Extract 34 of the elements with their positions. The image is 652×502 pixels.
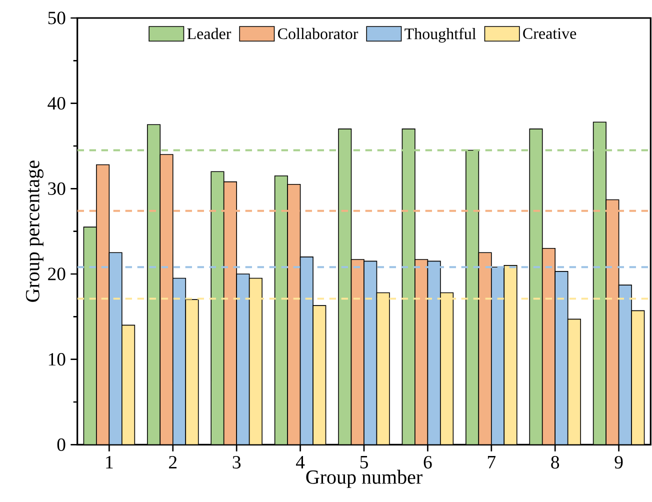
legend-label: Creative — [523, 28, 576, 39]
bar — [210, 171, 224, 445]
x-tick-label: 9 — [614, 456, 623, 469]
y-tick-label: 30 — [48, 182, 66, 195]
legend-label: Leader — [187, 28, 232, 40]
bar — [83, 226, 97, 445]
x-tick-label: 7 — [488, 456, 496, 468]
x-tick-label: 2 — [169, 456, 177, 468]
bar — [478, 252, 492, 445]
x-tick-label: 8 — [551, 456, 560, 469]
bar — [554, 271, 568, 445]
bar — [236, 274, 250, 445]
y-tick-label: 50 — [48, 12, 66, 24]
y-tick-label: 20 — [48, 268, 66, 280]
bar — [618, 284, 632, 445]
bar — [414, 259, 428, 445]
bar — [122, 324, 136, 445]
bar — [350, 259, 364, 445]
y-axis-title: Group percentage — [26, 160, 44, 302]
x-tick-label: 3 — [232, 456, 241, 469]
bar — [274, 175, 288, 445]
y-tick-label: 10 — [48, 353, 66, 366]
legend-label: Thoughtful — [404, 28, 476, 43]
bar — [312, 305, 326, 445]
legend-label: Collaborator — [278, 28, 358, 40]
bar — [631, 310, 645, 445]
x-tick-label: 4 — [296, 456, 305, 468]
x-tick-label: 1 — [106, 456, 113, 468]
x-tick-label: 6 — [424, 456, 432, 469]
x-axis-title: Group number — [306, 470, 422, 488]
x-tick-label: 5 — [360, 456, 368, 468]
bar — [567, 318, 581, 445]
y-tick-label: 40 — [48, 97, 66, 110]
y-tick-label: 0 — [57, 438, 66, 451]
